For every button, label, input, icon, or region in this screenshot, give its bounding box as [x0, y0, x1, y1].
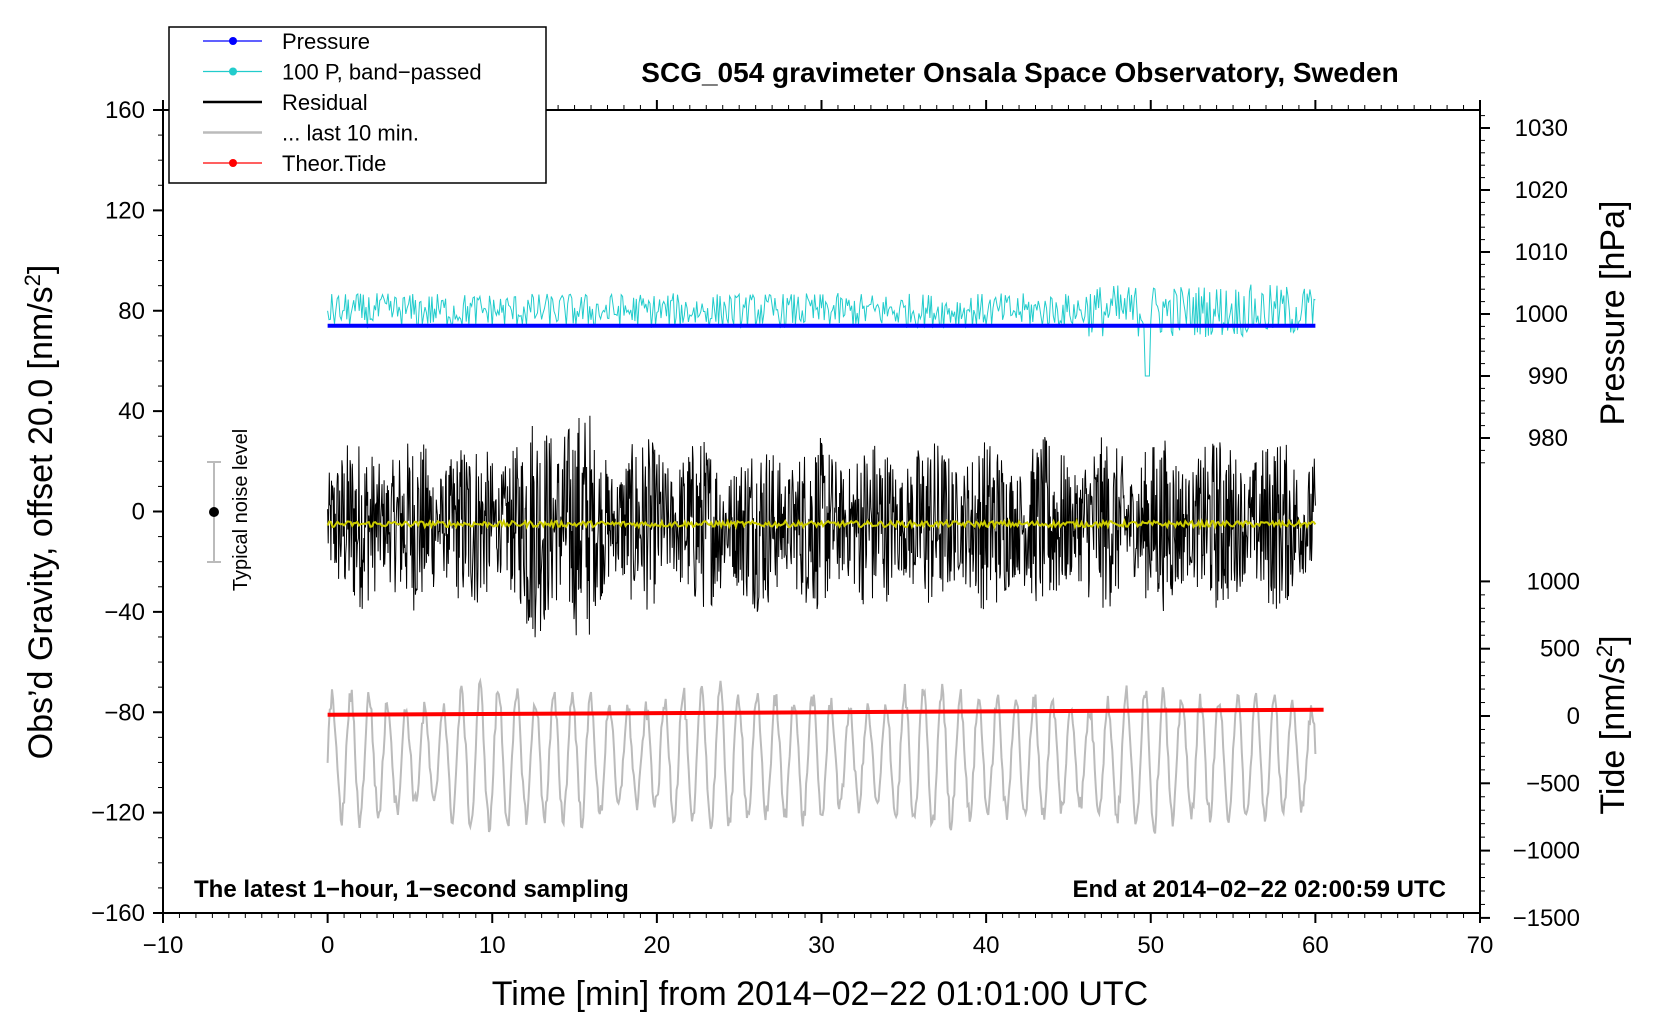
x-tick-label: 10 — [479, 932, 506, 959]
pressure-tick-label: 1020 — [1515, 177, 1568, 204]
x-tick-label: −10 — [143, 932, 184, 959]
residual-smoothed-line — [326, 517, 1317, 531]
legend-label: Pressure — [282, 29, 370, 54]
end-time-note: End at 2014−02−22 02:00:59 UTC — [1072, 876, 1446, 903]
pressure-tick-label: 1000 — [1515, 301, 1568, 328]
tide-axis-ticks: 1000 500 0 −500 −1000 −1500 — [1480, 568, 1580, 932]
last-10-min-line — [326, 677, 1317, 834]
noise-label: Typical noise level — [230, 429, 252, 591]
x-tick-label: 20 — [644, 932, 671, 959]
y-tick-label: −120 — [91, 800, 145, 827]
tide-tick-label: 500 — [1540, 636, 1580, 663]
tide-tick-label: −1500 — [1513, 905, 1580, 932]
y-tick-label: −160 — [91, 900, 145, 927]
legend-label: Residual — [282, 90, 368, 115]
x-axis-title: Time [min] from 2014−02−22 01:01:00 UTC — [492, 975, 1148, 1013]
pressure-tick-label: 980 — [1528, 425, 1568, 452]
legend-entries: Pressure 100 P, band−passed Residual ... la… — [203, 29, 482, 176]
x-tick-label: 0 — [321, 932, 334, 959]
y-tick-label: 120 — [105, 197, 145, 224]
pressure-tick-label: 1010 — [1515, 239, 1568, 266]
left-axis-title-sup: 2 — [20, 274, 45, 286]
tide-axis-title-main: Tide [nm/s — [1594, 657, 1632, 814]
pressure-axis-ticks: 1030 1020 1010 1000 990 980 — [1480, 115, 1568, 464]
x-axis-ticks: −10 0 10 20 30 40 50 60 70 — [143, 100, 1494, 959]
x-tick-label: 30 — [808, 932, 835, 959]
noise-marker: Typical noise level — [207, 429, 252, 591]
legend: Pressure 100 P, band−passed Residual ... la… — [168, 26, 547, 184]
tide-tick-label: −1000 — [1513, 838, 1580, 865]
pressure-tick-label: 990 — [1528, 363, 1568, 390]
y-tick-label: 40 — [118, 398, 145, 425]
y-tick-label: −40 — [104, 599, 145, 626]
left-axis-title-end: ] — [22, 265, 60, 274]
legend-marker — [229, 67, 237, 76]
sampling-note: The latest 1−hour, 1−second sampling — [194, 876, 629, 903]
pressure-tick-label: 1030 — [1515, 115, 1568, 142]
y-tick-label: 0 — [132, 499, 145, 526]
pressure-axis-title: Pressure [hPa] — [1594, 201, 1632, 426]
chart-title: SCG_054 gravimeter Onsala Space Observat… — [641, 57, 1398, 88]
tide-axis-title-sup: 2 — [1592, 645, 1617, 657]
tide-tick-label: 1000 — [1527, 568, 1580, 595]
noise-dot — [209, 507, 219, 517]
bandpassed-pressure-line — [327, 284, 1316, 377]
theoretical-tide-line — [327, 707, 1324, 717]
legend-label: 100 P, band−passed — [282, 60, 482, 85]
x-tick-label: 60 — [1302, 932, 1329, 959]
residual-line — [327, 415, 1316, 638]
tide-axis-title: Tide [nm/s2] — [1592, 635, 1632, 814]
x-tick-label: 40 — [973, 932, 1000, 959]
left-axis-title-main: Obs’d Gravity, offset 20.0 [nm/s — [22, 286, 60, 759]
left-axis-ticks: 160 120 80 40 0 −40 −80 −120 −160 — [91, 97, 163, 927]
legend-marker — [229, 159, 237, 167]
y-tick-label: 80 — [118, 298, 145, 325]
tide-axis-title-end: ] — [1594, 635, 1632, 644]
tide-tick-label: 0 — [1567, 703, 1580, 730]
series-layer — [326, 284, 1324, 834]
legend-label: Theor.Tide — [282, 151, 386, 176]
x-tick-label: 50 — [1137, 932, 1164, 959]
tide-tick-label: −500 — [1526, 770, 1580, 797]
legend-marker — [229, 37, 237, 45]
x-tick-label: 70 — [1467, 932, 1494, 959]
y-tick-label: −80 — [104, 699, 145, 726]
left-axis-title: Obs’d Gravity, offset 20.0 [nm/s2] — [20, 265, 60, 760]
legend-box — [168, 26, 547, 184]
y-tick-label: 160 — [105, 97, 145, 124]
legend-label: ... last 10 min. — [282, 121, 419, 146]
